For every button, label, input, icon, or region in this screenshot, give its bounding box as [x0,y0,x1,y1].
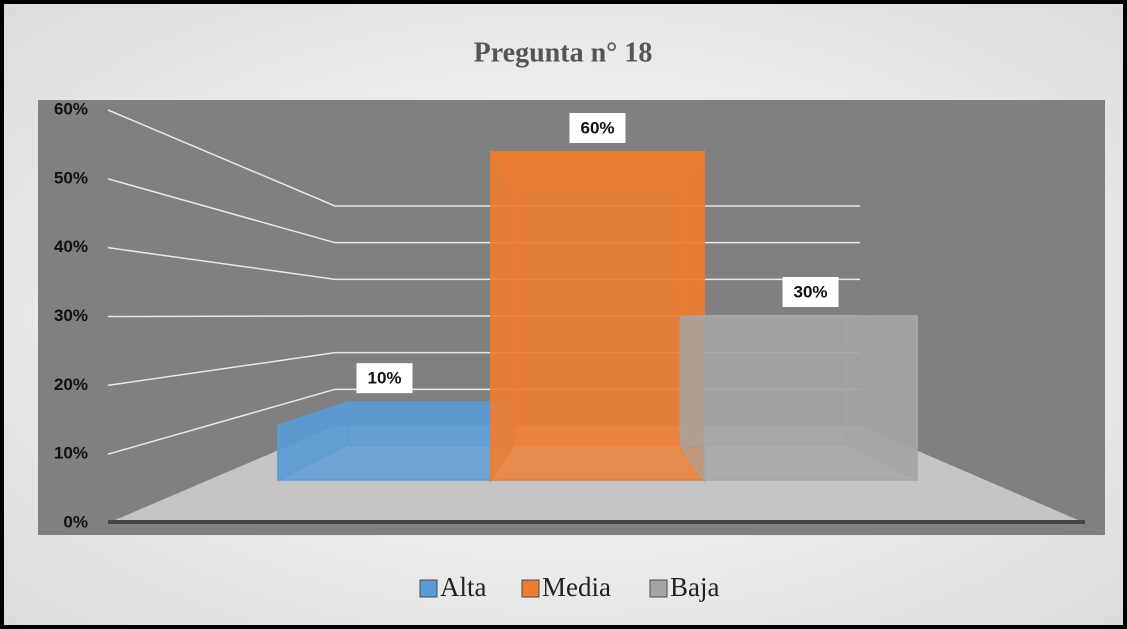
legend-label: Baja [670,572,719,602]
legend-label: Alta [440,572,487,602]
legend-swatch [649,579,668,598]
data-label-box [782,277,839,307]
data-label: 60% [580,118,614,137]
legend-swatch [419,579,438,598]
y-tick-label: 0% [63,512,88,531]
data-label: 10% [367,369,401,388]
bar-front [490,151,705,481]
y-tick-label: 20% [54,375,88,394]
data-label: 30% [793,282,827,301]
y-tick-label: 50% [54,168,88,187]
y-tick-label: 10% [54,444,88,463]
legend-swatch [521,579,540,598]
legend-label: Media [542,572,611,602]
bar [277,400,517,483]
bar-front [277,424,492,481]
data-label-box [356,363,413,394]
bar [679,315,918,483]
bar-front [703,315,918,481]
y-tick-label: 60% [54,99,88,118]
y-tick-label: 30% [54,306,88,325]
y-tick-label: 40% [54,237,88,256]
data-label-box [569,113,626,143]
bar [489,149,706,483]
chart-title: Pregunta n° 18 [474,37,653,68]
